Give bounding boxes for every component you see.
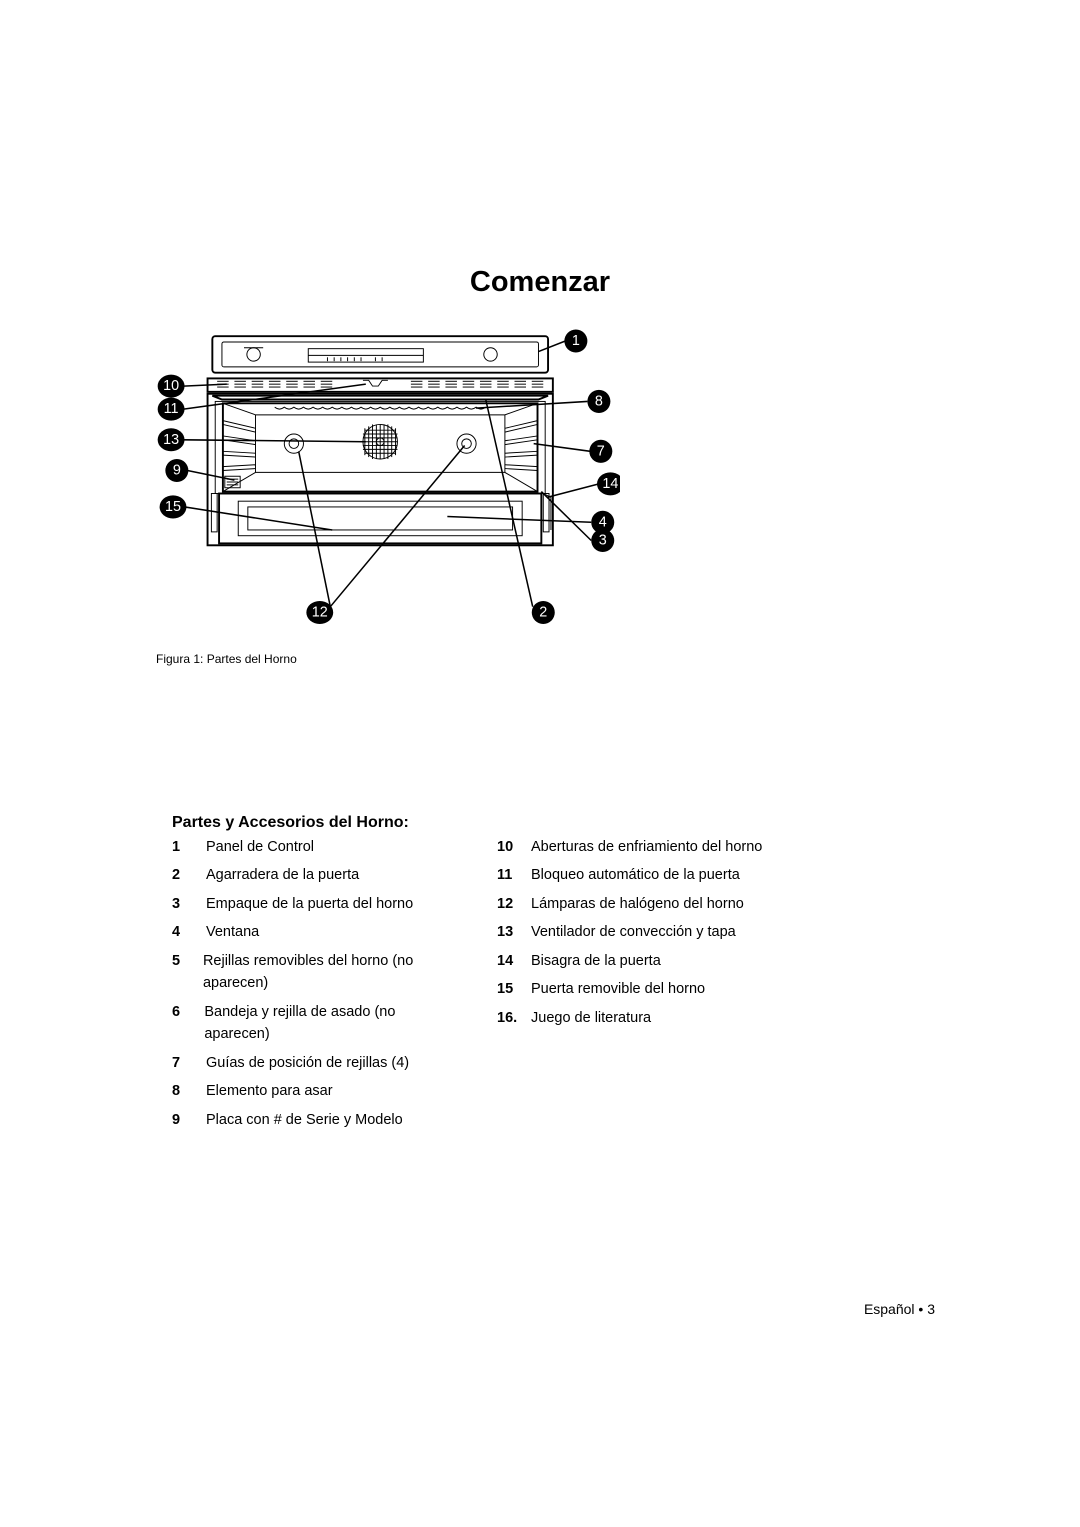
svg-text:15: 15 (165, 499, 181, 515)
svg-text:2: 2 (539, 604, 547, 620)
item-label: Ventana (206, 921, 259, 943)
parts-list: 1 Panel de Control 2 Agarradera de la puer… (172, 836, 908, 1137)
item-label: Agarradera de la puerta (206, 864, 359, 886)
callout-3: 3 (591, 529, 614, 552)
item-label: Lámparas de halógeno del horno (531, 893, 744, 915)
svg-text:7: 7 (597, 443, 605, 459)
item-number: 14 (497, 950, 521, 972)
knob-icon (484, 348, 497, 361)
item-number: 12 (497, 893, 521, 915)
callout-1: 1 (564, 329, 587, 352)
vents-left (217, 381, 332, 387)
vents-right (411, 381, 543, 387)
page-footer: Español • 3 (864, 1301, 935, 1317)
vent-bar (208, 378, 553, 391)
callout-2: 2 (532, 601, 555, 624)
cavity-top (223, 403, 538, 415)
list-item: 1 Panel de Control (172, 836, 447, 858)
list-item: 4 Ventana (172, 921, 447, 943)
oven-diagram-svg: 1 8 7 14 4 3 2 12 15 9 13 11 10 (150, 322, 620, 642)
svg-text:14: 14 (602, 476, 618, 492)
list-item: 13 Ventilador de convección y tapa (497, 921, 827, 943)
item-number: 6 (172, 1001, 194, 1046)
list-item: 11 Bloqueo automático de la puerta (497, 864, 827, 886)
rack-guides-right (505, 421, 538, 471)
list-item: 5Rejillas removibles del horno (no apare… (172, 950, 447, 995)
callout-13: 13 (158, 428, 185, 451)
item-number: 13 (497, 921, 521, 943)
item-label: Ventilador de convección y tapa (531, 921, 736, 943)
parts-list-left: 1 Panel de Control 2 Agarradera de la puer… (172, 836, 447, 1137)
item-number: 8 (172, 1080, 196, 1102)
item-label: Juego de literatura (531, 1007, 651, 1029)
item-label: Puerta removible del horno (531, 978, 705, 1000)
item-number: 1 (172, 836, 196, 858)
list-item: 6Bandeja y rejilla de asado (no aparecen… (172, 1001, 447, 1046)
oven-figure: 1 8 7 14 4 3 2 12 15 9 13 11 10 Figura 1… (150, 322, 620, 666)
item-label: Empaque de la puerta del horno (206, 893, 413, 915)
item-label: Bisagra de la puerta (531, 950, 661, 972)
hinge-left (211, 494, 217, 532)
page: Comenzar (0, 0, 1080, 1527)
knob-icon (247, 348, 260, 361)
item-number: 5 (172, 950, 193, 995)
list-item: 9 Placa con # de Serie y Modelo (172, 1109, 447, 1131)
svg-text:11: 11 (164, 401, 179, 417)
callout-14: 14 (597, 472, 620, 495)
callout-9: 9 (165, 459, 188, 482)
callout-11: 11 (158, 398, 185, 421)
list-item: 2 Agarradera de la puerta (172, 864, 447, 886)
item-number: 9 (172, 1109, 196, 1131)
cavity-bottom (223, 472, 538, 491)
callout-7: 7 (589, 440, 612, 463)
broil-element (275, 407, 486, 409)
svg-text:12: 12 (312, 604, 328, 620)
item-label: Panel de Control (206, 836, 314, 858)
svg-text:3: 3 (599, 533, 607, 549)
item-label: Rejillas removibles del horno (no aparec… (203, 950, 447, 995)
list-item: 16. Juego de literatura (497, 1007, 827, 1029)
callout-8: 8 (587, 390, 610, 413)
item-number: 16. (497, 1007, 521, 1029)
item-label: Guías de posición de rejillas (4) (206, 1052, 409, 1074)
door-lock-icon (363, 380, 388, 386)
item-number: 7 (172, 1052, 196, 1074)
item-label: Bloqueo automático de la puerta (531, 864, 740, 886)
callout-15: 15 (160, 495, 187, 518)
list-item: 12 Lámparas de halógeno del horno (497, 893, 827, 915)
item-number: 3 (172, 893, 196, 915)
item-label: Elemento para asar (206, 1080, 333, 1102)
list-item: 3 Empaque de la puerta del horno (172, 893, 447, 915)
item-number: 11 (497, 864, 521, 886)
rack-guides-left (223, 421, 256, 471)
list-item: 7 Guías de posición de rejillas (4) (172, 1052, 447, 1074)
callout-12: 12 (306, 601, 333, 624)
parts-list-right: 10 Aberturas de enfriamiento del horno 11… (497, 836, 827, 1137)
figure-caption: Figura 1: Partes del Horno (156, 652, 620, 666)
item-number: 10 (497, 836, 521, 858)
list-item: 15 Puerta removible del horno (497, 978, 827, 1000)
page-title: Comenzar (0, 266, 1080, 299)
control-panel-inner (222, 342, 539, 367)
svg-text:8: 8 (595, 393, 603, 409)
display-digits (327, 357, 382, 361)
item-label: Aberturas de enfriamiento del horno (531, 836, 762, 858)
svg-text:1: 1 (572, 333, 580, 349)
svg-text:10: 10 (163, 378, 179, 394)
callout-10: 10 (158, 375, 185, 398)
list-item: 10 Aberturas de enfriamiento del horno (497, 836, 827, 858)
svg-text:9: 9 (173, 462, 181, 478)
item-number: 4 (172, 921, 196, 943)
item-number: 2 (172, 864, 196, 886)
item-number: 15 (497, 978, 521, 1000)
lamp-left (284, 434, 303, 453)
list-item: 8 Elemento para asar (172, 1080, 447, 1102)
svg-text:4: 4 (599, 514, 607, 530)
list-item: 14 Bisagra de la puerta (497, 950, 827, 972)
item-label: Placa con # de Serie y Modelo (206, 1109, 403, 1131)
svg-text:13: 13 (163, 432, 179, 448)
item-label: Bandeja y rejilla de asado (no aparecen) (204, 1001, 447, 1046)
section-title: Partes y Accesorios del Horno: (172, 814, 409, 832)
